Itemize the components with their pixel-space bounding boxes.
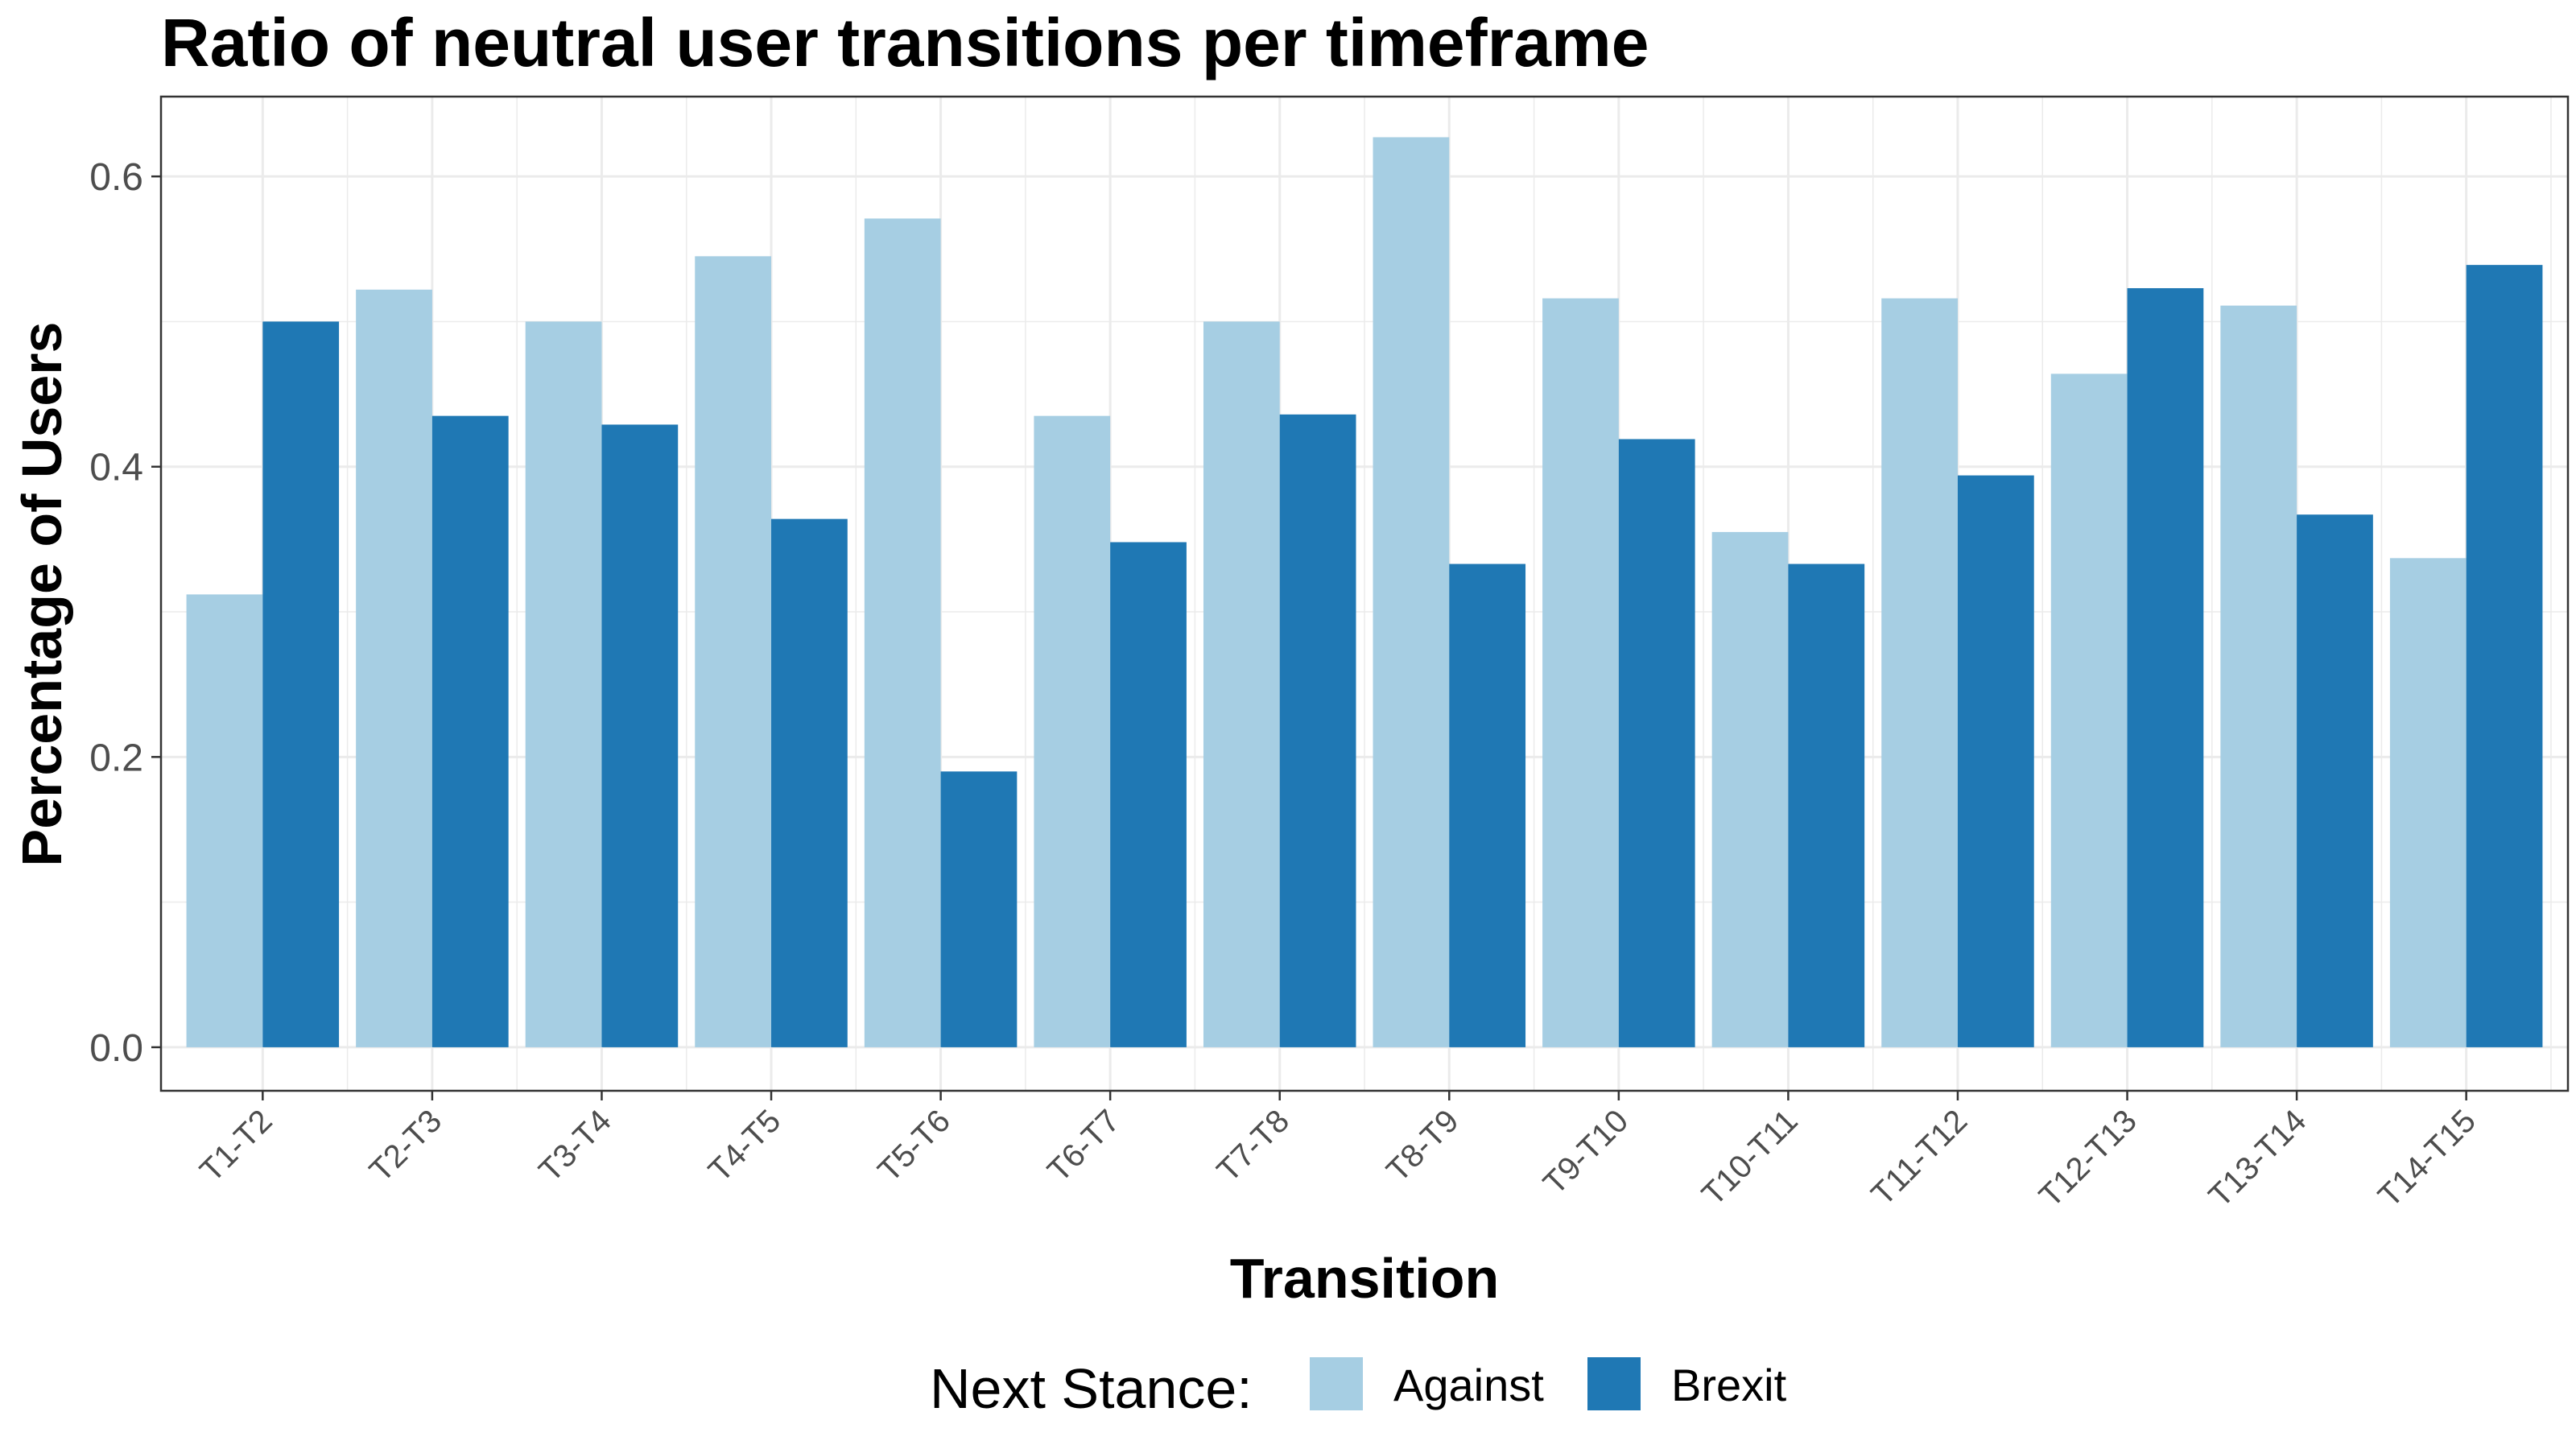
x-tick-label: T8-T9 (1380, 1103, 1466, 1189)
bar-against-t10-t11 (1711, 531, 1789, 1047)
y-axis-title: Percentage of Users (10, 322, 73, 867)
bar-brexit-t5-t6 (940, 771, 1018, 1047)
bar-against-t4-t5 (695, 256, 772, 1047)
bar-brexit-t9-t10 (1618, 439, 1695, 1047)
x-axis-ticks: T1-T2 T2-T3 T3-T4 T4-T5 T5-T6 T6-T7 T7-T8 T8-T9… (193, 1091, 2483, 1214)
y-tick-label: 0.2 (89, 737, 143, 779)
x-tick-label: T13-T14 (2202, 1103, 2313, 1214)
legend-key-brexit (1587, 1357, 1641, 1410)
y-tick-label: 0.6 (89, 156, 143, 199)
x-tick-label: T14-T15 (2372, 1103, 2483, 1214)
bar-brexit-t6-t7 (1110, 542, 1187, 1047)
x-tick-label: T9-T10 (1537, 1103, 1635, 1201)
bar-brexit-t7-t8 (1279, 414, 1356, 1047)
legend-title: Next Stance: (930, 1357, 1253, 1420)
x-tick-label: T3-T4 (532, 1103, 618, 1189)
bar-against-t6-t7 (1034, 415, 1111, 1047)
bar-brexit-t8-t9 (1449, 564, 1526, 1047)
bar-against-t13-t14 (2220, 305, 2297, 1047)
y-tick-label: 0.0 (89, 1027, 143, 1070)
bar-brexit-t12-t13 (2127, 287, 2204, 1047)
bar-brexit-t11-t12 (1957, 475, 2034, 1047)
bar-brexit-t3-t4 (601, 424, 679, 1047)
panel-border (159, 95, 2570, 1092)
bar-against-t12-t13 (2050, 374, 2128, 1047)
x-tick-label: T12-T13 (2033, 1103, 2144, 1214)
bar-brexit-t13-t14 (2297, 514, 2373, 1047)
bars (186, 137, 2543, 1047)
bar-against-t7-t8 (1203, 321, 1280, 1047)
x-tick-label: T5-T6 (871, 1103, 957, 1189)
x-tick-label: T4-T5 (702, 1103, 788, 1189)
x-tick-label: T7-T8 (1211, 1103, 1297, 1189)
bar-brexit-t10-t11 (1788, 564, 1865, 1047)
x-tick-label: T11-T12 (1864, 1103, 1974, 1212)
bar-brexit-t14-t15 (2466, 265, 2543, 1047)
bar-against-t1-t2 (186, 594, 263, 1047)
x-axis-title: Transition (1230, 1247, 1499, 1310)
x-tick-label: T10-T11 (1695, 1103, 1805, 1212)
bar-against-t5-t6 (864, 218, 941, 1047)
legend-items: Against Brexit (1310, 1357, 1787, 1410)
x-tick-label: T6-T7 (1041, 1103, 1127, 1189)
bar-against-t9-t10 (1542, 298, 1619, 1047)
plot-area: 0.0 0.2 0.4 0.6 T1-T2 T2-T3 T3-T4 T4-T5 T5-T6 T6… (89, 95, 2570, 1214)
x-tick-label: T1-T2 (193, 1103, 279, 1189)
bar-brexit-t4-t5 (771, 518, 848, 1047)
legend: Next Stance: Against Brexit (930, 1357, 1787, 1420)
chart-title: Ratio of neutral user transitions per ti… (161, 5, 1649, 80)
bar-brexit-t2-t3 (431, 415, 509, 1047)
bar-against-t14-t15 (2389, 558, 2467, 1047)
bar-brexit-t1-t2 (262, 321, 340, 1047)
legend-label-brexit: Brexit (1671, 1360, 1787, 1410)
y-axis-ticks: 0.0 0.2 0.4 0.6 (89, 156, 161, 1070)
bar-against-t3-t4 (525, 321, 602, 1047)
legend-label-against: Against (1393, 1360, 1544, 1410)
bar-against-t8-t9 (1373, 137, 1450, 1047)
y-tick-label: 0.4 (89, 447, 143, 489)
bar-against-t2-t3 (356, 289, 432, 1047)
legend-key-against (1310, 1357, 1363, 1410)
bar-against-t11-t12 (1881, 298, 1958, 1047)
x-tick-label: T2-T3 (363, 1103, 449, 1189)
